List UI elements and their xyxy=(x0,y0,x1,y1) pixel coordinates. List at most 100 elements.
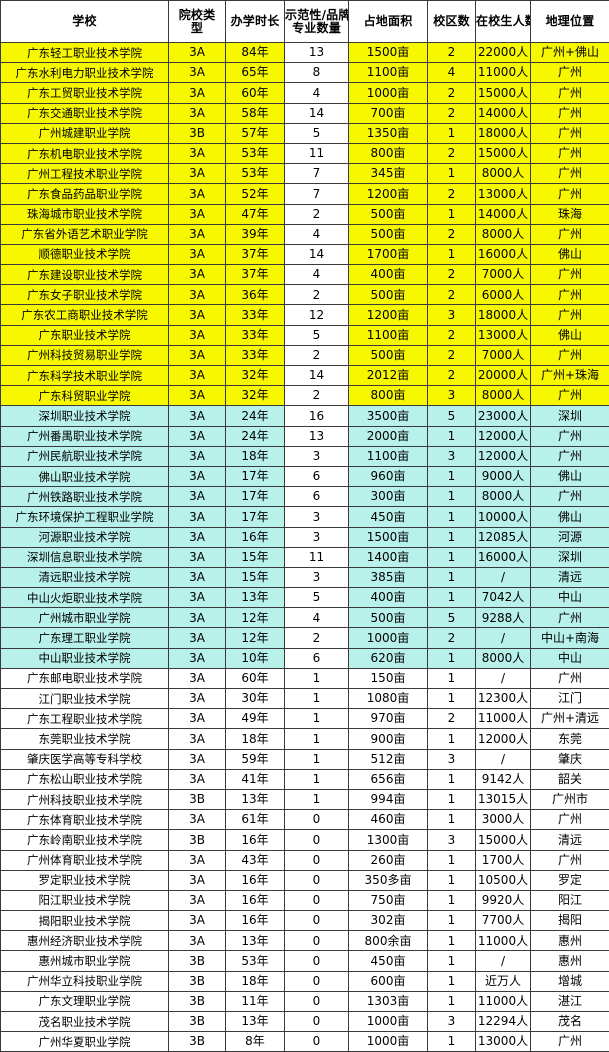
cell-majors[interactable]: 0 xyxy=(285,870,349,890)
cell-campuses[interactable]: 4 xyxy=(428,63,476,83)
cell-students[interactable]: 近万人 xyxy=(476,971,531,991)
cell-students[interactable]: 11000人 xyxy=(476,991,531,1011)
cell-type[interactable]: 3A xyxy=(169,769,226,789)
cell-school[interactable]: 广州科技职业技术学院 xyxy=(1,789,169,809)
cell-years[interactable]: 60年 xyxy=(226,668,285,688)
cell-area[interactable]: 260亩 xyxy=(349,850,428,870)
cell-campuses[interactable]: 2 xyxy=(428,265,476,285)
cell-area[interactable]: 350多亩 xyxy=(349,870,428,890)
cell-majors[interactable]: 0 xyxy=(285,931,349,951)
cell-years[interactable]: 39年 xyxy=(226,224,285,244)
cell-location[interactable]: 广州 xyxy=(531,1032,609,1052)
cell-location[interactable]: 增城 xyxy=(531,971,609,991)
cell-area[interactable]: 150亩 xyxy=(349,668,428,688)
cell-majors[interactable]: 2 xyxy=(285,285,349,305)
cell-type[interactable]: 3A xyxy=(169,931,226,951)
cell-school[interactable]: 广东食品药品职业学院 xyxy=(1,184,169,204)
cell-campuses[interactable]: 1 xyxy=(428,971,476,991)
cell-school[interactable]: 广州体育职业技术学院 xyxy=(1,850,169,870)
cell-majors[interactable]: 2 xyxy=(285,386,349,406)
cell-campuses[interactable]: 1 xyxy=(428,870,476,890)
cell-location[interactable]: 揭阳 xyxy=(531,911,609,931)
cell-students[interactable]: 6000人 xyxy=(476,285,531,305)
cell-students[interactable]: 20000人 xyxy=(476,366,531,386)
cell-location[interactable]: 江门 xyxy=(531,689,609,709)
cell-type[interactable]: 3A xyxy=(169,648,226,668)
cell-years[interactable]: 53年 xyxy=(226,164,285,184)
cell-campuses[interactable]: 1 xyxy=(428,648,476,668)
cell-years[interactable]: 15年 xyxy=(226,547,285,567)
cell-school[interactable]: 广东水利电力职业技术学院 xyxy=(1,63,169,83)
cell-campuses[interactable]: 5 xyxy=(428,406,476,426)
cell-school[interactable]: 中山火炬职业技术学院 xyxy=(1,588,169,608)
cell-majors[interactable]: 3 xyxy=(285,446,349,466)
cell-years[interactable]: 11年 xyxy=(226,991,285,1011)
cell-majors[interactable]: 12 xyxy=(285,305,349,325)
cell-campuses[interactable]: 2 xyxy=(428,345,476,365)
cell-majors[interactable]: 8 xyxy=(285,63,349,83)
cell-school[interactable]: 广东建设职业技术学院 xyxy=(1,265,169,285)
cell-school[interactable]: 深圳职业技术学院 xyxy=(1,406,169,426)
cell-students[interactable]: 15000人 xyxy=(476,830,531,850)
cell-campuses[interactable]: 2 xyxy=(428,628,476,648)
cell-type[interactable]: 3A xyxy=(169,204,226,224)
cell-location[interactable]: 清远 xyxy=(531,830,609,850)
cell-type[interactable]: 3A xyxy=(169,850,226,870)
cell-location[interactable]: 广州 xyxy=(531,63,609,83)
cell-students[interactable]: 18000人 xyxy=(476,123,531,143)
cell-location[interactable]: 广州 xyxy=(531,446,609,466)
cell-location[interactable]: 深圳 xyxy=(531,547,609,567)
cell-location[interactable]: 广州 xyxy=(531,426,609,446)
cell-majors[interactable]: 4 xyxy=(285,224,349,244)
cell-majors[interactable]: 0 xyxy=(285,830,349,850)
cell-area[interactable]: 1700亩 xyxy=(349,244,428,264)
cell-majors[interactable]: 0 xyxy=(285,810,349,830)
cell-years[interactable]: 18年 xyxy=(226,971,285,991)
cell-students[interactable]: 11000人 xyxy=(476,63,531,83)
cell-years[interactable]: 32年 xyxy=(226,386,285,406)
cell-area[interactable]: 1500亩 xyxy=(349,43,428,63)
cell-campuses[interactable]: 2 xyxy=(428,103,476,123)
cell-school[interactable]: 阳江职业技术学院 xyxy=(1,890,169,910)
cell-area[interactable]: 1100亩 xyxy=(349,63,428,83)
cell-type[interactable]: 3A xyxy=(169,588,226,608)
cell-location[interactable]: 广州 xyxy=(531,608,609,628)
cell-type[interactable]: 3A xyxy=(169,83,226,103)
cell-majors[interactable]: 0 xyxy=(285,890,349,910)
cell-location[interactable]: 佛山 xyxy=(531,325,609,345)
cell-campuses[interactable]: 1 xyxy=(428,1032,476,1052)
cell-type[interactable]: 3A xyxy=(169,386,226,406)
cell-majors[interactable]: 0 xyxy=(285,911,349,931)
cell-campuses[interactable]: 1 xyxy=(428,951,476,971)
cell-type[interactable]: 3A xyxy=(169,43,226,63)
cell-majors[interactable]: 7 xyxy=(285,184,349,204)
cell-area[interactable]: 1300亩 xyxy=(349,830,428,850)
cell-years[interactable]: 24年 xyxy=(226,426,285,446)
cell-area[interactable]: 3500亩 xyxy=(349,406,428,426)
cell-school[interactable]: 清远职业技术学院 xyxy=(1,567,169,587)
cell-students[interactable]: 9920人 xyxy=(476,890,531,910)
cell-school[interactable]: 广州城市职业学院 xyxy=(1,608,169,628)
cell-area[interactable]: 2012亩 xyxy=(349,366,428,386)
cell-location[interactable]: 广州 xyxy=(531,103,609,123)
cell-years[interactable]: 16年 xyxy=(226,911,285,931)
cell-school[interactable]: 广东文理职业学院 xyxy=(1,991,169,1011)
cell-type[interactable]: 3A xyxy=(169,325,226,345)
cell-campuses[interactable]: 1 xyxy=(428,890,476,910)
cell-area[interactable]: 400亩 xyxy=(349,588,428,608)
cell-students[interactable]: 8000人 xyxy=(476,164,531,184)
cell-majors[interactable]: 1 xyxy=(285,729,349,749)
cell-students[interactable]: 7000人 xyxy=(476,265,531,285)
cell-area[interactable]: 500亩 xyxy=(349,204,428,224)
cell-majors[interactable]: 13 xyxy=(285,426,349,446)
cell-type[interactable]: 3A xyxy=(169,487,226,507)
cell-campuses[interactable]: 1 xyxy=(428,164,476,184)
cell-campuses[interactable]: 1 xyxy=(428,689,476,709)
cell-majors[interactable]: 0 xyxy=(285,1012,349,1032)
